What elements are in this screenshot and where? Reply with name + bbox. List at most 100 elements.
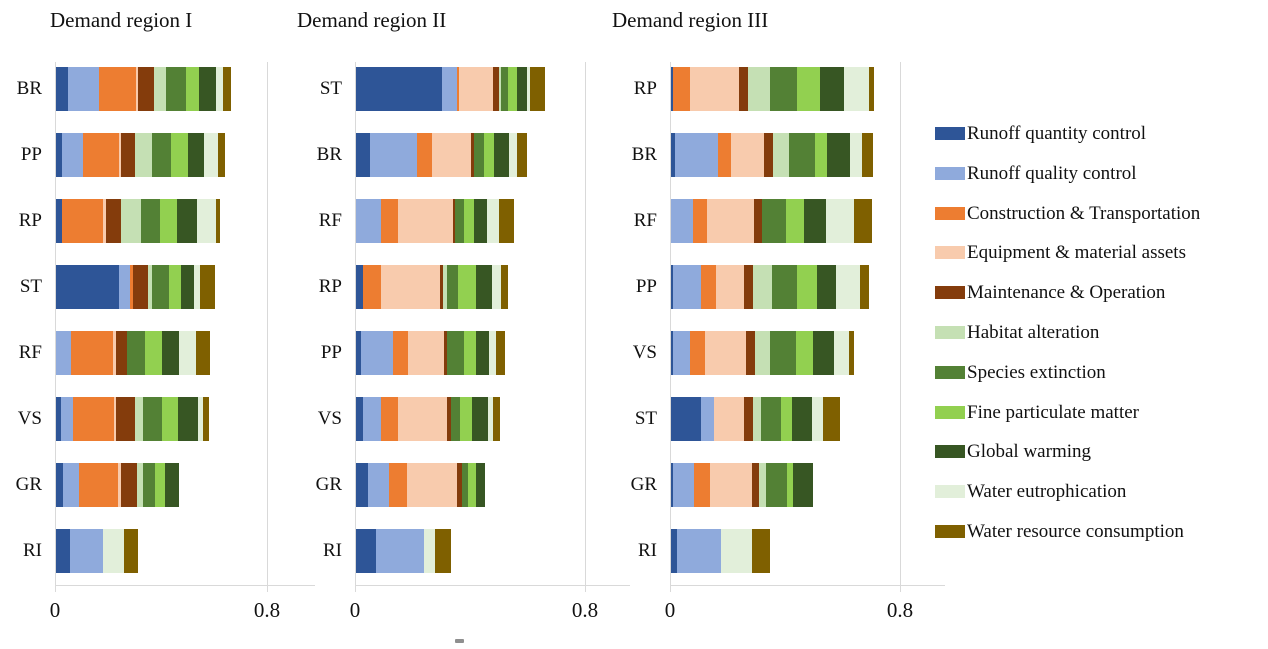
panel2-category-label-ST: ST	[319, 78, 342, 99]
panel3-bar-ST	[671, 397, 840, 441]
bar-segment-ST-9	[527, 67, 530, 111]
legend-label-6: Species extinction	[967, 361, 1106, 383]
bar-segment-PP-0	[356, 331, 361, 375]
panel3-bar-BR	[671, 133, 874, 177]
bar-segment-BR-10	[222, 67, 231, 111]
bar-segment-VS-0	[56, 397, 62, 441]
bar-segment-GR-4	[457, 463, 462, 507]
bar-segment-RF-8	[804, 199, 827, 243]
bar-segment-RP-2	[362, 265, 381, 309]
bar-segment-ST-2	[129, 265, 133, 309]
bar-segment-VS-10	[848, 331, 855, 375]
bar-segment-VS-10	[492, 397, 500, 441]
bar-segment-ST-1	[700, 397, 715, 441]
bar-segment-PP-0	[671, 265, 673, 309]
legend-item-4: Maintenance & Operation	[935, 282, 1165, 303]
bar-segment-BR-0	[356, 133, 371, 177]
bar-segment-BR-6	[788, 133, 815, 177]
panel2-bar-PP	[356, 331, 505, 375]
bar-segment-BR-4	[763, 133, 773, 177]
panel3-title: Demand region III	[612, 8, 769, 32]
bar-segment-GR-0	[671, 463, 673, 507]
bar-segment-RF-9	[826, 199, 854, 243]
bar-segment-RF-1	[56, 331, 72, 375]
panel2-category-label-VS: VS	[317, 408, 342, 429]
legend-swatch-0	[935, 127, 965, 140]
panel1-bar-RF	[56, 331, 211, 375]
bar-segment-BR-0	[671, 133, 676, 177]
bar-segment-PP-4	[743, 265, 753, 309]
bar-segment-PP-9	[836, 265, 861, 309]
bar-segment-BR-2	[717, 133, 732, 177]
panel3-bar-PP	[671, 265, 869, 309]
bar-segment-RP-8	[177, 199, 198, 243]
bar-segment-BR-8	[493, 133, 510, 177]
bar-segment-RF-9	[487, 199, 500, 243]
legend-item-7: Fine particulate matter	[935, 402, 1139, 423]
bar-segment-VS-1	[362, 397, 381, 441]
bar-segment-ST-4	[743, 397, 754, 441]
bar-segment-GR-7	[154, 463, 166, 507]
panel3-category-label-VS: VS	[632, 342, 657, 363]
panel1-bar-RP	[56, 199, 220, 243]
panel3-xtick-label-0_8: 0.8	[886, 598, 914, 622]
bar-segment-ST-2	[457, 67, 459, 111]
bar-segment-RF-6	[127, 331, 146, 375]
bar-segment-VS-8	[812, 331, 834, 375]
bar-segment-VS-2	[381, 397, 398, 441]
panel1-bar-RI	[56, 529, 139, 573]
bar-segment-PP-4	[444, 331, 448, 375]
bar-segment-ST-0	[56, 265, 119, 309]
bar-segment-BR-5	[153, 67, 167, 111]
bar-segment-VS-5	[135, 397, 143, 441]
legend-swatch-1	[935, 166, 965, 180]
bar-segment-BR-7	[814, 133, 827, 177]
legend-item-3: Equipment & material assets	[935, 242, 1186, 263]
panel1-xaxis-line	[55, 585, 315, 586]
panel2-bar-VS	[356, 397, 500, 441]
bar-segment-RP-9	[197, 199, 216, 243]
bar-segment-ST-7	[508, 67, 518, 111]
bar-segment-GR-5	[759, 463, 767, 507]
panel2-bar-GR	[356, 463, 486, 507]
bar-segment-RF-6	[455, 199, 465, 243]
bar-segment-RI-10	[751, 529, 770, 573]
bar-segment-GR-7	[468, 463, 476, 507]
bar-segment-GR-4	[752, 463, 760, 507]
panel3-bar-RI	[671, 529, 770, 573]
bar-segment-VS-7	[161, 397, 179, 441]
bar-segment-RP-4	[738, 67, 749, 111]
panel3-bar-GR	[671, 463, 813, 507]
bar-segment-PP-8	[476, 331, 489, 375]
bar-segment-RP-8	[819, 67, 845, 111]
bar-segment-BR-10	[862, 133, 874, 177]
bar-segment-RP-6	[447, 265, 458, 309]
panel1-gridline-0_8	[267, 62, 268, 592]
bar-segment-ST-6	[501, 67, 509, 111]
bar-segment-ST-8	[791, 397, 813, 441]
bar-segment-VS-0	[671, 331, 673, 375]
legend-label-2: Construction & Transportation	[967, 202, 1201, 224]
legend-swatch-8	[935, 445, 965, 459]
bar-segment-RP-6	[770, 67, 798, 111]
bar-segment-VS-6	[142, 397, 162, 441]
bar-segment-VS-3	[397, 397, 448, 441]
bar-segment-RP-3	[103, 199, 107, 243]
legend-label-5: Habitat alteration	[967, 322, 1100, 343]
panel2-category-label-PP: PP	[320, 342, 342, 363]
bar-segment-PP-7	[464, 331, 477, 375]
bar-segment-PP-0	[56, 133, 63, 177]
panel2-title: Demand region II	[297, 8, 447, 32]
legend-item-0: Runoff quantity control	[935, 123, 1146, 144]
bar-segment-RF-8	[474, 199, 488, 243]
bar-segment-ST-10	[199, 265, 215, 309]
bar-segment-PP-4	[121, 133, 135, 177]
bar-segment-PP-10	[218, 133, 225, 177]
bar-segment-RF-3	[706, 199, 754, 243]
panel2-xaxis-tick-0	[355, 585, 356, 592]
bar-segment-RI-1	[70, 529, 104, 573]
bar-segment-RP-10	[869, 67, 875, 111]
bar-segment-GR-8	[475, 463, 486, 507]
bar-segment-RP-5	[748, 67, 771, 111]
bar-segment-RF-1	[356, 199, 381, 243]
